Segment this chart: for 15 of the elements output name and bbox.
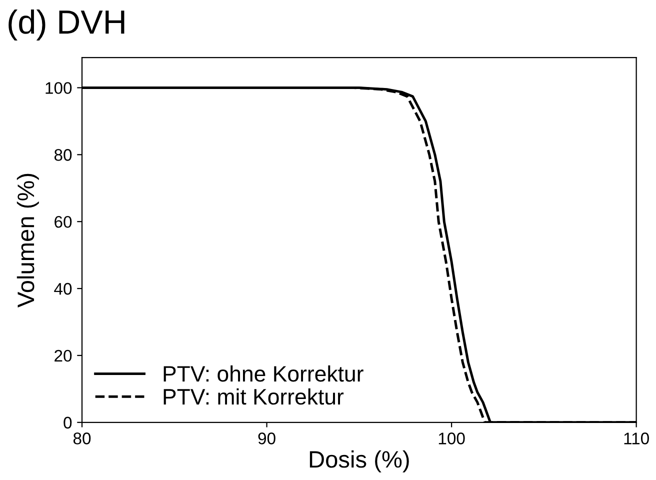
y-tick-label: 0: [64, 416, 72, 429]
y-tick-label: 20: [54, 350, 72, 362]
legend-label: PTV: ohne Korrektur: [164, 365, 364, 382]
x-tick-label: 100: [438, 432, 465, 444]
y-tick-label: 60: [54, 216, 72, 228]
x-tick-label: 80: [73, 432, 91, 444]
chart-title: (d) DVH: [8, 9, 124, 40]
legend-label: PTV: mit Korrektur: [164, 388, 344, 405]
y-tick-label: 40: [54, 282, 72, 295]
y-tick-label: 100: [46, 82, 72, 94]
x-axis-title: Dosis (%): [310, 450, 409, 472]
y-axis-title: Volumen (%): [16, 174, 39, 308]
y-tick-label: 80: [54, 149, 72, 161]
x-tick-label: 90: [258, 432, 276, 444]
x-tick-label: 110: [624, 432, 649, 444]
